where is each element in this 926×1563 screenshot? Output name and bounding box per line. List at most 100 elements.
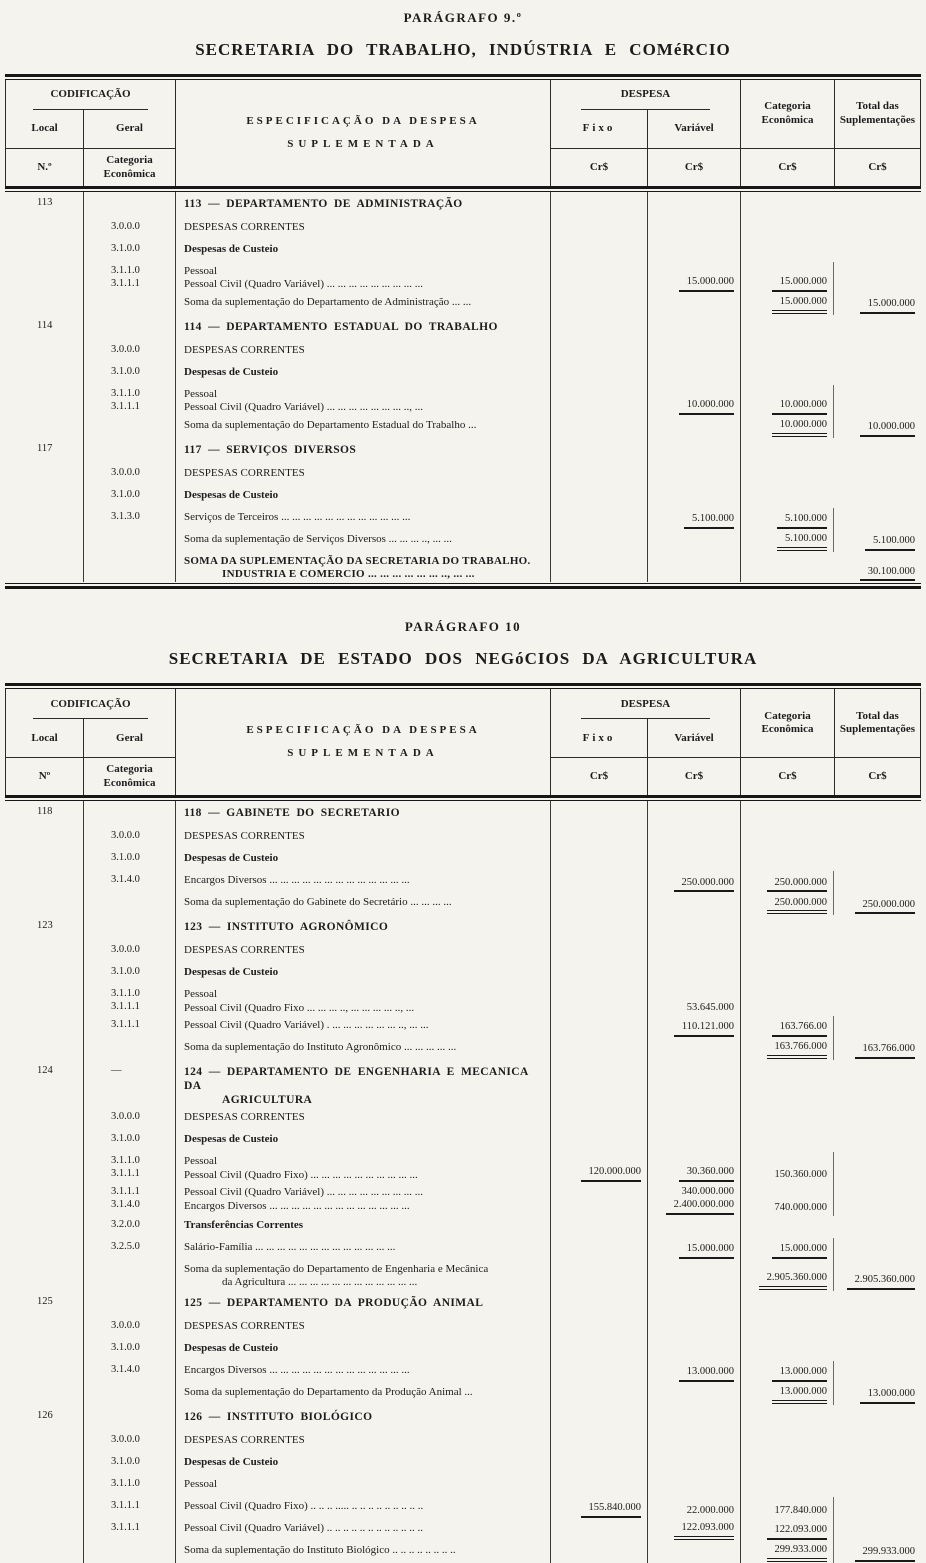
cell-local: [5, 1317, 83, 1339]
table-rows: 118 118 — GABINETE DO SECRETARIO 3.0.0.0 DE…: [5, 801, 921, 1563]
amount: 5.100.000: [785, 512, 827, 524]
amount: 10.000.000: [686, 398, 734, 410]
cell-fixo: [550, 507, 647, 530]
cell-total: [834, 438, 921, 464]
cell-fixo: [550, 1382, 647, 1405]
table-row: Soma da suplementação do Departamento de…: [5, 292, 921, 315]
cell-fixo: [550, 463, 647, 486]
amount-group: 122.093.000: [766, 1524, 827, 1540]
col-variavel: Variável: [648, 719, 741, 758]
cell-categoria: 10.000.000: [740, 384, 834, 416]
cell-geral-code: [83, 1038, 175, 1061]
table-row: 113 113 — DEPARTAMENTO DE ADMINISTRAÇÃO: [5, 192, 921, 218]
amount-group: 10.000.000: [771, 399, 827, 415]
table-header: CODIFICAÇÃO ESPECIFICAÇÃO DA DESPESA SUPLE…: [5, 689, 921, 796]
amount: 13.000.000: [779, 1385, 827, 1397]
amount-group: 5.100.000: [865, 535, 915, 551]
cell-geral-code: [83, 801, 175, 828]
cell-variavel: [647, 1382, 740, 1405]
description-line: INDUSTRIA E COMERCIO ... ... ... ... ...…: [222, 568, 475, 581]
cell-description: Soma da suplementação do Instituto Agron…: [175, 1038, 550, 1061]
amount-group: 299.933.000: [854, 1546, 915, 1562]
cell-variavel: [647, 192, 740, 218]
description-line: Salário-Família ... ... ... ... ... ... …: [184, 1240, 396, 1253]
cell-description: 114 — DEPARTAMENTO ESTADUAL DO TRABALHO: [175, 314, 550, 341]
cell-total: [834, 1453, 921, 1475]
cell-local: [5, 1431, 83, 1453]
cell-categoria: [740, 1290, 834, 1317]
categoria-sub-line1: Categoria: [106, 763, 153, 776]
cell-geral-code: 3.1.0.0: [83, 963, 175, 986]
cell-total: [834, 849, 921, 871]
cell-description: Despesas de Custeio: [175, 1338, 550, 1361]
amount: 15.000.000: [686, 276, 734, 288]
cell-variavel: 340.000.000 2.400.000.000: [647, 1183, 740, 1216]
cell-fixo: [550, 262, 647, 293]
col-fixo: Fixo: [551, 719, 648, 758]
table-rows: 113 113 — DEPARTAMENTO DE ADMINISTRAÇÃO 3.…: [5, 192, 921, 583]
cell-local: [5, 486, 83, 508]
cell-geral-code: 3.1.0.0: [83, 1452, 175, 1475]
cell-variavel: [647, 1108, 740, 1131]
cell-geral-code: [83, 915, 175, 942]
cell-geral-code: 3.0.0.0: [83, 218, 175, 240]
cell-local: 125: [37, 1295, 53, 1307]
cell-total: [834, 218, 921, 240]
cell-fixo: [550, 551, 647, 583]
cell-categoria: [740, 985, 834, 1017]
currency-fixo: Cr$: [551, 148, 648, 186]
amount: 299.933.000: [774, 1543, 828, 1555]
cell-local: [5, 1339, 83, 1361]
cell-total: [834, 1108, 921, 1130]
cell-fixo: [550, 240, 647, 262]
table-row: Soma da suplementação do Instituto Bioló…: [5, 1540, 921, 1563]
cell-categoria: 150.360.000: [740, 1152, 834, 1184]
cell-total: [834, 1016, 921, 1038]
cell-variavel: [647, 240, 740, 262]
section-title: SECRETARIA DE ESTADO DOS NEGóCIOS DA AGR…: [168, 649, 758, 669]
cell-geral-code: 3.0.0.0: [83, 1430, 175, 1453]
cell-variavel: [647, 1316, 740, 1339]
table-row: 3.1.1.0 3.1.1.1 Pessoal Pessoal Civil (Qua…: [5, 985, 921, 1017]
table-row: 3.1.0.0 Despesas de Custeio: [5, 1452, 921, 1475]
header-bottom-rule: [5, 795, 921, 802]
categoria-line2: Econômica: [761, 723, 814, 736]
amount-group: 110.121.000: [673, 1021, 734, 1038]
cell-fixo: [550, 1038, 647, 1061]
cell-categoria: 177.840.000: [740, 1496, 834, 1519]
amount: 22.000.000: [686, 1504, 734, 1516]
cell-total: 13.000.000: [834, 1383, 921, 1405]
description-line: Despesas de Custeio: [184, 488, 279, 501]
cell-local: [5, 963, 83, 985]
cell-geral-code: [83, 529, 175, 552]
amount-group: 163.766.000: [854, 1043, 915, 1060]
cell-description: DESPESAS CORRENTES: [175, 1108, 550, 1131]
table-row: 3.1.0.0 Despesas de Custeio: [5, 240, 921, 262]
amount-group: 15.000.000: [771, 296, 827, 314]
cell-description: Encargos Diversos ... ... ... ... ... ..…: [175, 1360, 550, 1383]
cell-total: [834, 941, 921, 963]
categoria-line1: Categoria: [764, 709, 811, 722]
amount-group: 30.360.000: [678, 1166, 734, 1183]
cell-fixo: [550, 1360, 647, 1383]
total-line1: Total das: [856, 709, 899, 722]
table-row: 3.0.0.0 DESPESAS CORRENTES: [5, 1108, 921, 1131]
description-line: Pessoal Civil (Quadro Fixo ... ... ... .…: [184, 1001, 415, 1014]
table-row: 114 114 — DEPARTAMENTO ESTADUAL DO TRABAL…: [5, 314, 921, 341]
col-categoria-sub: Categoria Econômica: [84, 757, 176, 796]
cell-local: [5, 1130, 83, 1152]
amount: 13.000.000: [686, 1365, 734, 1377]
cell-categoria: [740, 485, 834, 508]
cell-geral-code: 3.1.1.1: [83, 1518, 175, 1541]
amount-group: 15.000.000: [678, 1243, 734, 1259]
description-line: Pessoal Civil (Quadro Variável) ... ... …: [184, 401, 424, 414]
cell-fixo: [550, 485, 647, 508]
cell-total: 10.000.000: [834, 416, 921, 438]
cell-variavel: [647, 1452, 740, 1475]
description-line: Encargos Diversos ... ... ... ... ... ..…: [184, 874, 410, 887]
amount-group: 53.645.000: [687, 1002, 734, 1015]
description-line: Soma da suplementação do Departamento de…: [184, 1262, 489, 1275]
amount: 250.000.000: [774, 876, 828, 888]
cell-categoria: [740, 437, 834, 464]
